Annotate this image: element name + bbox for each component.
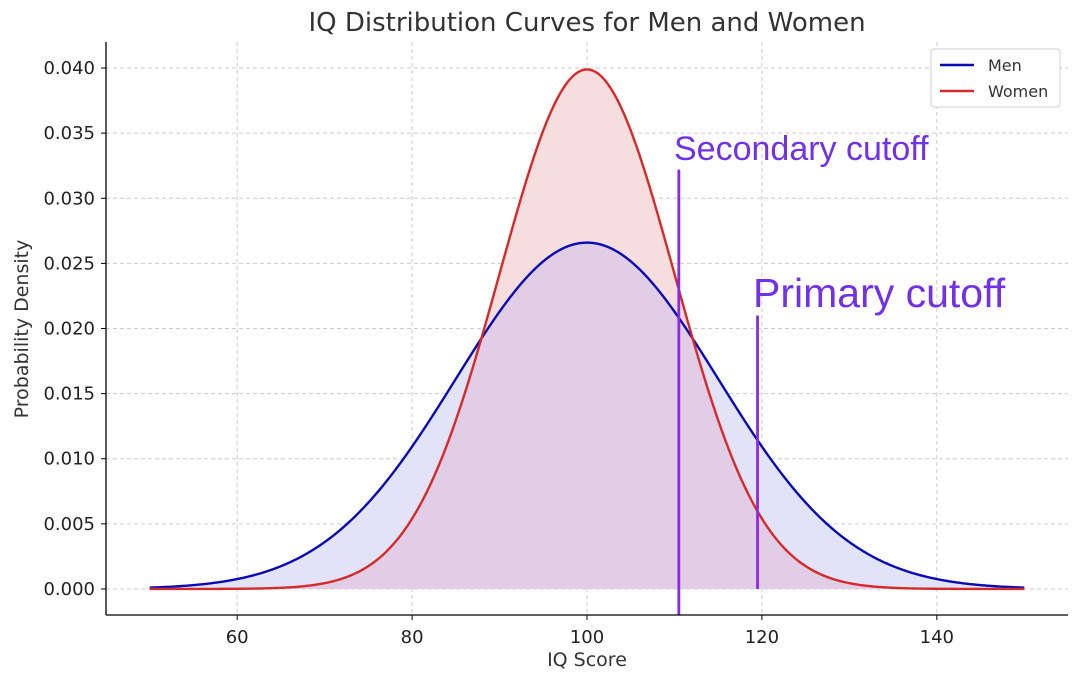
y-tick-label: 0.020 [43, 319, 95, 340]
x-tick-label: 140 [920, 627, 954, 648]
y-ticks: 0.000 0.005 0.010 0.015 0.020 0.025 0.030 0.035… [43, 58, 106, 600]
y-axis-label: Probability Density [11, 240, 33, 419]
series-lines [149, 68, 1025, 591]
x-axis-label: IQ Score [547, 649, 627, 671]
area-fill-overlap [149, 242, 1025, 589]
y-tick-label: 0.015 [43, 384, 95, 405]
chart-title: IQ Distribution Curves for Men and Women [308, 8, 865, 38]
y-tick-label: 0.040 [43, 58, 95, 79]
cutoff-label: Secondary cutoff [674, 130, 929, 168]
y-tick-label: 0.005 [43, 514, 95, 535]
series-line-women [149, 68, 1025, 591]
y-tick-label: 0.010 [43, 449, 95, 470]
y-tick-label: 0.025 [43, 253, 95, 274]
x-tick-label: 60 [226, 627, 249, 648]
series-line-men [149, 241, 1025, 589]
legend: Men Women [930, 48, 1061, 108]
x-tick-label: 100 [570, 627, 604, 648]
cutoff-label: Primary cutoff [753, 270, 1006, 316]
legend-label-women: Women [988, 82, 1048, 101]
y-tick-label: 0.030 [43, 188, 95, 209]
y-tick-label: 0.035 [43, 123, 95, 144]
legend-label-men: Men [988, 56, 1022, 75]
x-tick-label: 120 [745, 627, 779, 648]
x-tick-label: 80 [401, 627, 424, 648]
annotations: Secondary cutoff Primary cutoff [674, 130, 1006, 615]
y-tick-label: 0.000 [43, 579, 95, 600]
legend-box [930, 48, 1061, 108]
series-fills [149, 69, 1025, 589]
x-ticks: 60 80 100 120 140 [226, 615, 954, 648]
